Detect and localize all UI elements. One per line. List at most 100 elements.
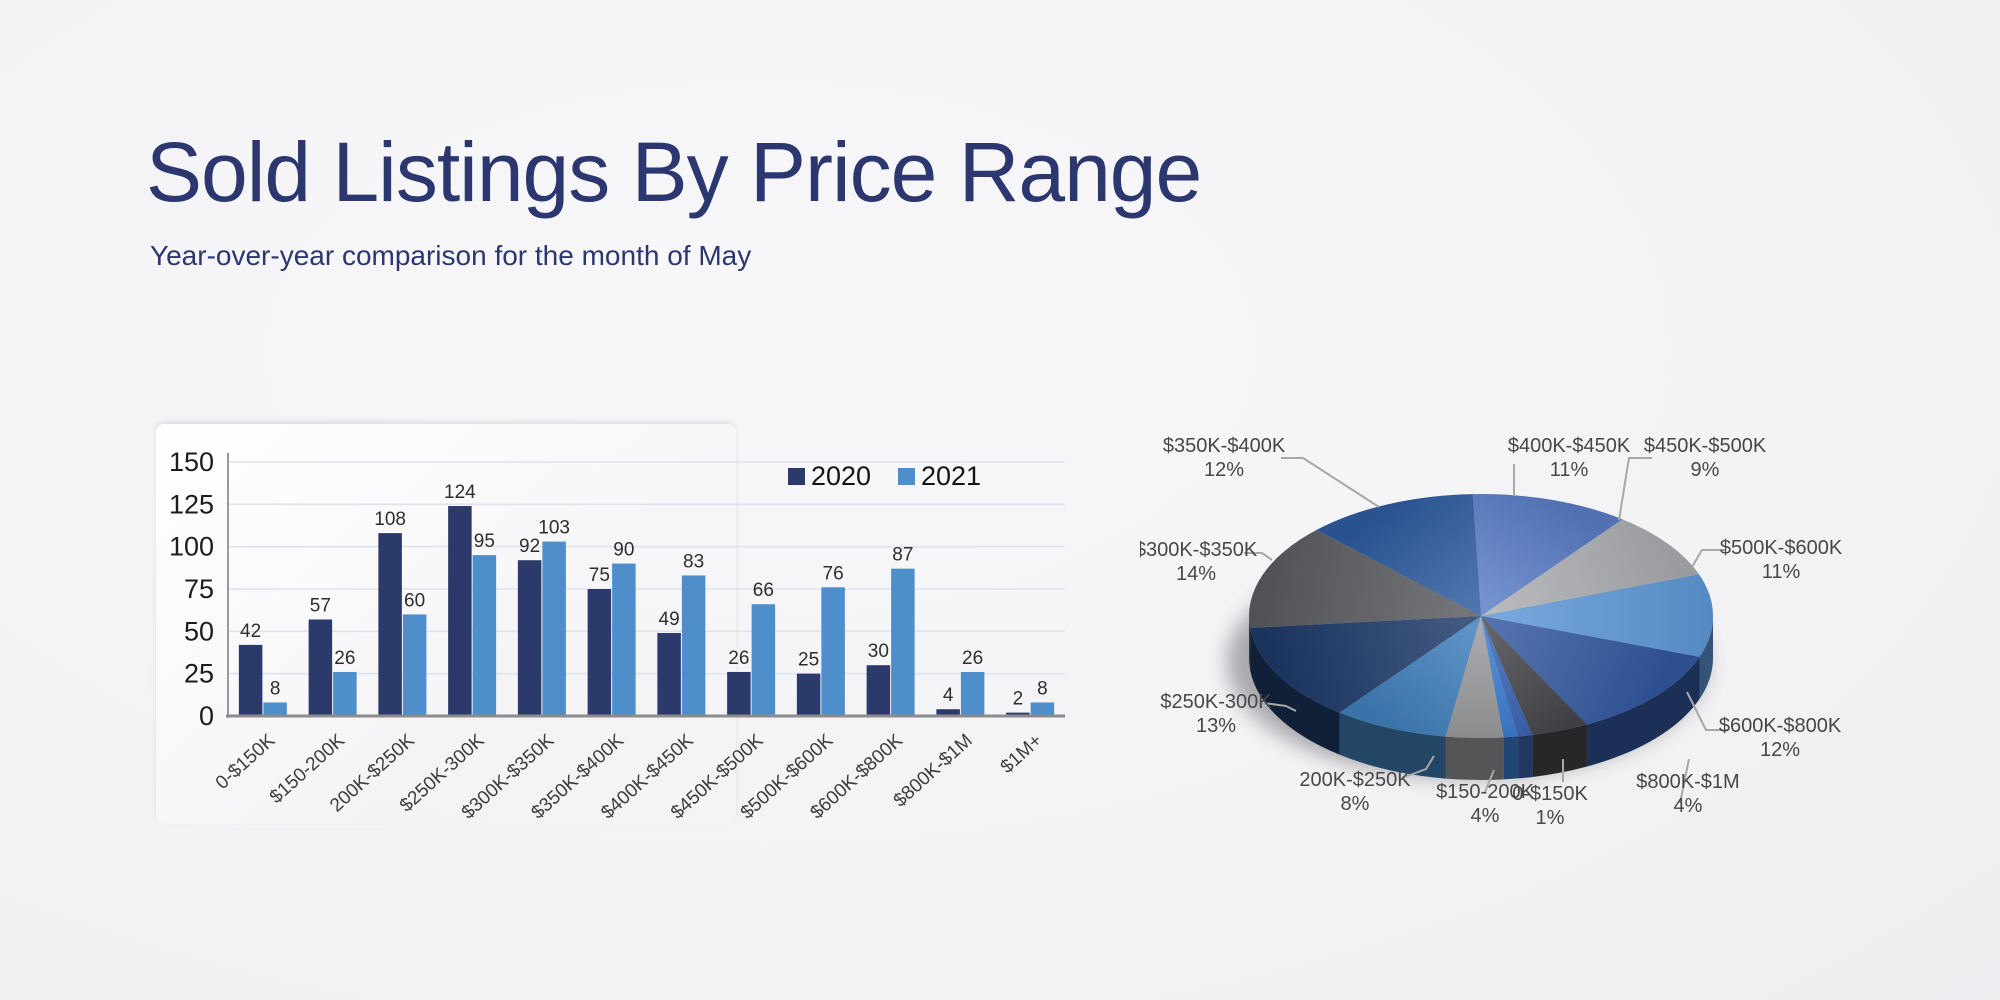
pie-slice-0 bbox=[1481, 616, 1519, 738]
pie-slice-7 bbox=[1481, 519, 1700, 616]
pie-rim-3 bbox=[1250, 627, 1340, 755]
pie-label-name-2: 200K-$250K bbox=[1299, 769, 1411, 791]
pie-rim bbox=[1249, 616, 1713, 780]
pie-rim-9 bbox=[1587, 656, 1700, 767]
bar-value-label: 87 bbox=[892, 545, 913, 566]
legend: 2020 2021 bbox=[788, 461, 981, 491]
pie-slices bbox=[1249, 494, 1713, 738]
bar-value-label: 30 bbox=[868, 641, 889, 662]
bar-2021-7 bbox=[751, 604, 776, 716]
pie-slice-9 bbox=[1481, 616, 1700, 725]
bar-value-label: 8 bbox=[270, 678, 281, 699]
pie-label-pct-10: 4% bbox=[1674, 795, 1703, 817]
bar-2020-5 bbox=[587, 589, 612, 716]
pie-leader-lines bbox=[1244, 457, 1728, 804]
bar-2021-6 bbox=[681, 575, 706, 716]
bar-2020-9 bbox=[866, 665, 891, 716]
pie-label-name-4: $300K-$350K bbox=[1140, 539, 1258, 561]
bar-value-label: 4 bbox=[943, 685, 954, 706]
pie-slice-10 bbox=[1481, 616, 1588, 735]
bar-value-label: 76 bbox=[823, 563, 844, 584]
bar-value-label: 49 bbox=[659, 609, 680, 630]
bar-chart-background-card bbox=[156, 424, 736, 824]
bar-value-label: 25 bbox=[798, 650, 819, 671]
bar-value-label: 83 bbox=[683, 551, 704, 572]
y-tick-label: 150 bbox=[169, 447, 214, 477]
x-axis-labels: 0-$150K$150-200K200K-$250K$250K-300K$300… bbox=[212, 730, 1047, 824]
pie-leader-8 bbox=[1691, 549, 1725, 568]
y-tick-label: 125 bbox=[169, 489, 214, 519]
pie-rim-2 bbox=[1339, 712, 1446, 779]
page-subtitle: Year-over-year comparison for the month … bbox=[150, 240, 752, 271]
pie-rim-1 bbox=[1445, 736, 1504, 780]
bar-2021-1 bbox=[333, 671, 357, 716]
pie-slice-4 bbox=[1249, 530, 1481, 628]
y-tick-label: 75 bbox=[184, 574, 214, 604]
bar-value-label: 8 bbox=[1037, 678, 1048, 699]
bars bbox=[238, 506, 1055, 716]
pie-label-pct-3: 13% bbox=[1196, 715, 1236, 737]
x-tick-label: $1M+ bbox=[997, 730, 1047, 778]
bar-2020-6 bbox=[657, 633, 681, 716]
bar-2021-4 bbox=[542, 541, 566, 716]
pie-slice-5 bbox=[1316, 494, 1481, 616]
bar-2021-9 bbox=[891, 568, 915, 716]
legend-swatch-2021 bbox=[898, 468, 915, 485]
gridlines bbox=[228, 461, 1065, 675]
pie-label-pct-6: 11% bbox=[1550, 459, 1589, 481]
bar-value-label: 42 bbox=[240, 621, 261, 642]
legend-label-2020: 2020 bbox=[811, 461, 871, 491]
pie-label-pct-9: 12% bbox=[1760, 739, 1800, 761]
pie-slice-8 bbox=[1481, 574, 1713, 657]
page-title: Sold Listings By Price Range bbox=[146, 125, 1202, 219]
pie-slice-6 bbox=[1472, 494, 1623, 616]
bar-2020-4 bbox=[517, 560, 542, 716]
y-axis-labels: 0 25 50 75 100 125 150 bbox=[169, 447, 214, 731]
pie-leader-4 bbox=[1244, 552, 1273, 561]
y-tick-label: 0 bbox=[199, 701, 214, 731]
bar-2021-10 bbox=[960, 671, 985, 716]
bar-2021-5 bbox=[612, 563, 636, 716]
pie-label-name-3: $250K-300K bbox=[1160, 691, 1272, 713]
bar-value-label: 57 bbox=[310, 595, 331, 616]
pie-leader-3 bbox=[1263, 702, 1297, 712]
bar-2020-0 bbox=[238, 644, 263, 716]
bar-2020-11 bbox=[1006, 712, 1030, 716]
bar-value-label: 124 bbox=[444, 482, 476, 503]
bar-2021-8 bbox=[821, 587, 845, 716]
pie-rim-4 bbox=[1249, 616, 1251, 670]
pie-rim-0 bbox=[1503, 736, 1519, 780]
bar-2020-3 bbox=[448, 506, 472, 716]
y-tick-label: 50 bbox=[184, 616, 214, 646]
y-tick-label: 25 bbox=[184, 659, 214, 689]
bar-value-label: 95 bbox=[474, 531, 495, 552]
pie-rim-8 bbox=[1699, 616, 1713, 699]
pie-label-pct-5: 12% bbox=[1204, 459, 1244, 481]
pie-slice-3 bbox=[1250, 616, 1481, 713]
pie-slice-11 bbox=[1481, 616, 1533, 737]
pie-label-name-8: $500K-$600K bbox=[1720, 537, 1843, 559]
pie-leader-5 bbox=[1281, 457, 1380, 508]
pie-label-name-1: $150-200K bbox=[1436, 781, 1535, 803]
bar-value-label: 92 bbox=[519, 536, 540, 557]
pie-label-name-0: 0-$150K bbox=[1512, 783, 1588, 805]
pie-leader-7 bbox=[1618, 457, 1652, 521]
bar-value-label: 108 bbox=[374, 509, 406, 530]
bar-2020-1 bbox=[308, 619, 333, 716]
pie-label-name-10: $800K-$1M bbox=[1636, 771, 1739, 793]
pie-slice-2 bbox=[1339, 616, 1481, 737]
bar-value-label: 60 bbox=[404, 590, 425, 611]
bar-value-label: 75 bbox=[589, 565, 610, 586]
pie-label-name-9: $600K-$800K bbox=[1719, 715, 1842, 737]
bar-2021-0 bbox=[263, 702, 287, 716]
bar-value-label: 26 bbox=[334, 648, 355, 669]
pie-label-pct-8: 11% bbox=[1762, 561, 1801, 583]
bar-2021-11 bbox=[1030, 702, 1055, 716]
bar-2020-2 bbox=[378, 533, 402, 716]
pie-chart: 0-$150K1%$150-200K4%200K-$250K8%$250K-30… bbox=[1140, 435, 1843, 829]
pie-slice-1 bbox=[1445, 616, 1504, 738]
pie-label-pct-2: 8% bbox=[1341, 793, 1370, 815]
x-tick-label: 0-$150K bbox=[212, 730, 280, 794]
